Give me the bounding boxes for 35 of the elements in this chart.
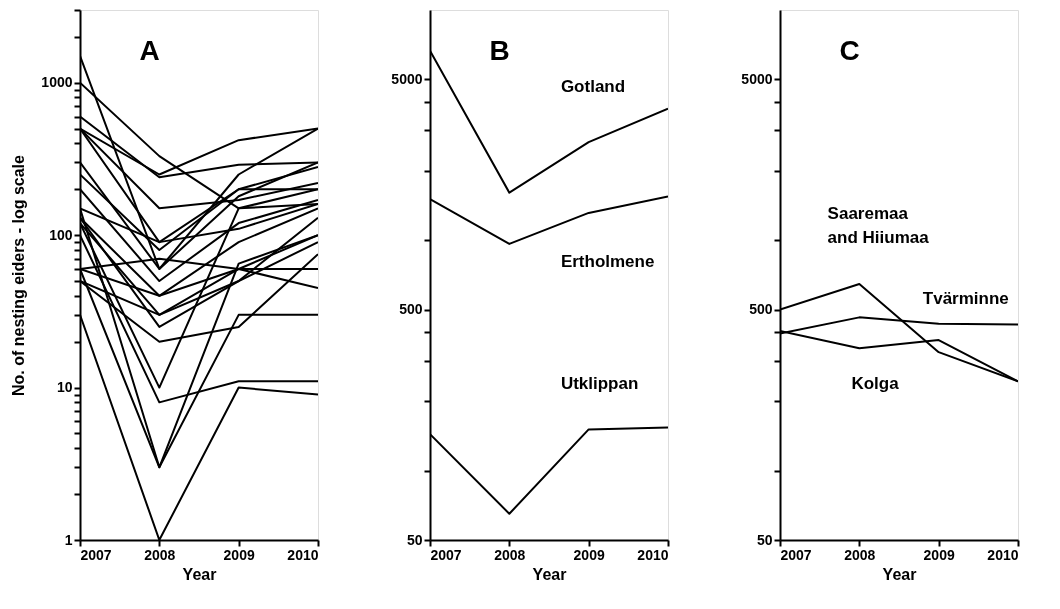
text: C bbox=[839, 35, 860, 66]
x-tick-label: 2007 bbox=[80, 546, 112, 563]
y-tick-label: 5000 bbox=[741, 70, 773, 87]
x-tick-label: 2009 bbox=[223, 546, 255, 563]
x-axis-title: Year bbox=[182, 565, 217, 583]
x-tick-label: 2009 bbox=[923, 546, 955, 563]
series-label: Gotland bbox=[560, 76, 626, 96]
y-tick-label: 100 bbox=[49, 226, 73, 243]
x-tick-label: 2009 bbox=[573, 546, 605, 563]
x-tick-label: 2010 bbox=[987, 546, 1019, 563]
y-tick-label: 500 bbox=[399, 301, 423, 318]
y-tick-label: 500 bbox=[749, 301, 773, 318]
y-tick-label: 5000 bbox=[391, 70, 423, 87]
text: A bbox=[139, 35, 160, 66]
series-label: Tvärminne bbox=[922, 288, 1009, 308]
x-tick-label: 2008 bbox=[494, 546, 526, 563]
y-axis-title: No. of nesting eiders - log scale bbox=[10, 154, 28, 396]
text: Utklippan bbox=[560, 373, 639, 393]
text: B bbox=[489, 35, 510, 66]
series-label: Ertholmene bbox=[560, 251, 655, 271]
x-tick-label: 2007 bbox=[430, 546, 462, 563]
y-tick-label: 10 bbox=[56, 379, 73, 396]
x-tick-label: 2008 bbox=[144, 546, 176, 563]
x-tick-label: 2010 bbox=[637, 546, 669, 563]
series-label: Kolga bbox=[851, 373, 900, 393]
x-axis-title: Year bbox=[532, 565, 567, 583]
y-tick-label: 1 bbox=[64, 531, 73, 548]
x-tick-label: 2007 bbox=[780, 546, 812, 563]
text: Saaremaa and Hiiumaa bbox=[827, 204, 930, 248]
x-tick-label: 2008 bbox=[844, 546, 876, 563]
y-tick-label: 50 bbox=[406, 531, 423, 548]
x-axis-title: Year bbox=[882, 565, 917, 583]
y-tick-label: 50 bbox=[756, 531, 773, 548]
y-tick-label: 1000 bbox=[41, 74, 73, 91]
x-tick-label: 2010 bbox=[287, 546, 319, 563]
